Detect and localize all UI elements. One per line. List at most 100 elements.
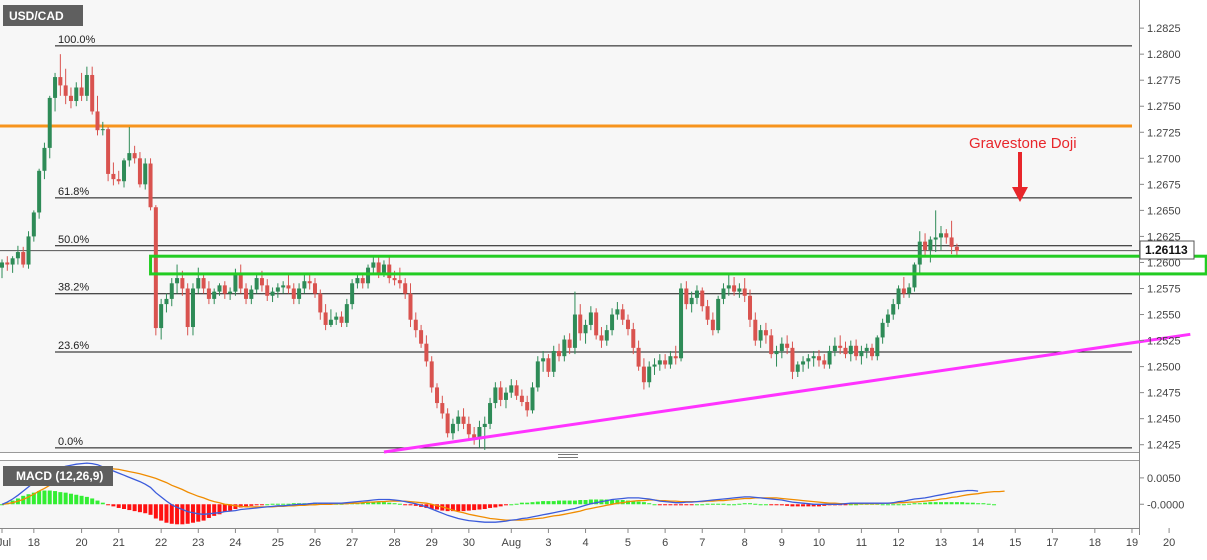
candle-body (328, 319, 333, 325)
candle-body (456, 416, 461, 424)
macd-histogram-bar (127, 504, 132, 511)
macd-histogram-bar (371, 502, 376, 505)
candle-body (5, 262, 10, 265)
candle-body (47, 97, 52, 148)
macd-histogram-bar (588, 499, 593, 505)
macd-histogram-bar (880, 504, 885, 506)
macd-histogram-bar (848, 504, 853, 506)
candle-body (100, 129, 105, 131)
candle-body (175, 278, 180, 284)
ascending-trendline (383, 332, 1191, 454)
macd-histogram-bar (456, 504, 461, 512)
candle-body (360, 278, 365, 284)
macd-histogram-bar (779, 504, 784, 506)
macd-histogram-bar (74, 494, 79, 505)
price-tick-label: 1.2775 (1147, 75, 1181, 87)
time-tick-label: 29 (426, 537, 438, 549)
candle-body (854, 345, 859, 357)
time-tick-label: 30 (463, 537, 475, 549)
candle-body (636, 347, 641, 367)
candle-body (912, 264, 917, 288)
candle-body (244, 288, 249, 299)
macd-histogram-bar (477, 504, 482, 510)
macd-histogram-bar (403, 504, 408, 506)
macd-histogram-bar (758, 504, 763, 506)
macd-histogram-bar (381, 502, 386, 505)
candle-body (663, 360, 668, 365)
last-price-value: 1.26113 (1145, 243, 1188, 257)
macd-histogram-bar (116, 504, 121, 508)
price-tick-label: 1.2725 (1147, 127, 1181, 139)
candle-body (265, 285, 270, 296)
macd-histogram-bar (668, 504, 673, 506)
macd-histogram-bar (37, 491, 42, 505)
macd-histogram-bar (694, 504, 699, 506)
macd-histogram-bar (514, 503, 519, 505)
macd-histogram-bar (742, 503, 747, 505)
candle-body (148, 163, 153, 208)
price-tick-label: 1.2825 (1147, 23, 1181, 35)
price-tick-label: 1.2700 (1147, 153, 1181, 165)
candle-body (944, 233, 949, 238)
candle-body (811, 356, 816, 359)
candle-body (488, 403, 493, 424)
macd-histogram-bar (944, 502, 949, 505)
candle-body (318, 293, 323, 313)
macd-histogram-bar (801, 504, 806, 507)
price-pane (0, 0, 1139, 452)
candle-body (583, 324, 588, 334)
candle-body (413, 319, 418, 331)
candle-body (228, 291, 233, 294)
candle-body (679, 288, 684, 359)
candle-body (673, 356, 678, 359)
macd-histogram-bar (164, 504, 169, 523)
candle-body (58, 77, 63, 86)
macd-signal-line (1, 467, 1005, 521)
candle-body (429, 361, 434, 388)
macd-histogram-bar (785, 504, 790, 506)
candle-body (641, 366, 646, 383)
macd-histogram-bar (413, 504, 418, 506)
macd-histogram-bar (137, 504, 142, 513)
candle-body (647, 366, 652, 383)
time-tick-label: 26 (309, 537, 321, 549)
candle-body (816, 356, 821, 361)
macd-histogram-bar (938, 502, 943, 505)
time-tick-label: 17 (1046, 537, 1058, 549)
time-tick-label: 19 (1126, 537, 1138, 549)
macd-histogram-bar (700, 504, 705, 506)
macd-histogram-bar (100, 502, 105, 505)
macd-histogram-bar (0, 504, 4, 506)
macd-histogram-bar (31, 492, 36, 505)
candle-body (143, 163, 148, 185)
macd-histogram-bar (366, 502, 371, 505)
macd-histogram-bar (450, 504, 455, 512)
candle-body (137, 158, 142, 185)
macd-histogram-bar (185, 504, 190, 524)
candle-body (217, 285, 222, 292)
candle-body (31, 212, 36, 237)
candle-body (286, 285, 291, 289)
candle-body (726, 285, 731, 289)
candle-body (716, 298, 721, 331)
macd-histogram-bar (488, 504, 493, 508)
macd-histogram-bar (557, 500, 562, 505)
macd-histogram-bar (774, 504, 779, 506)
candle-body (355, 278, 360, 284)
candle-body (758, 330, 763, 341)
macd-histogram-bar (970, 502, 975, 505)
macd-histogram-bar (435, 504, 440, 510)
candle-body (366, 267, 371, 284)
candle-body (838, 345, 843, 348)
pane-resize-handle[interactable] (558, 454, 578, 458)
price-tick-label: 1.2675 (1147, 179, 1181, 191)
candle-body (514, 385, 519, 396)
candle-body (864, 347, 869, 351)
candle-body (567, 339, 572, 348)
macd-histogram-bar (392, 503, 397, 505)
macd-histogram-bar (429, 504, 434, 510)
macd-histogram-bar (965, 502, 970, 505)
macd-histogram-bar (912, 503, 917, 505)
price-tick-label: 1.2550 (1147, 310, 1181, 322)
macd-line (1, 462, 979, 523)
